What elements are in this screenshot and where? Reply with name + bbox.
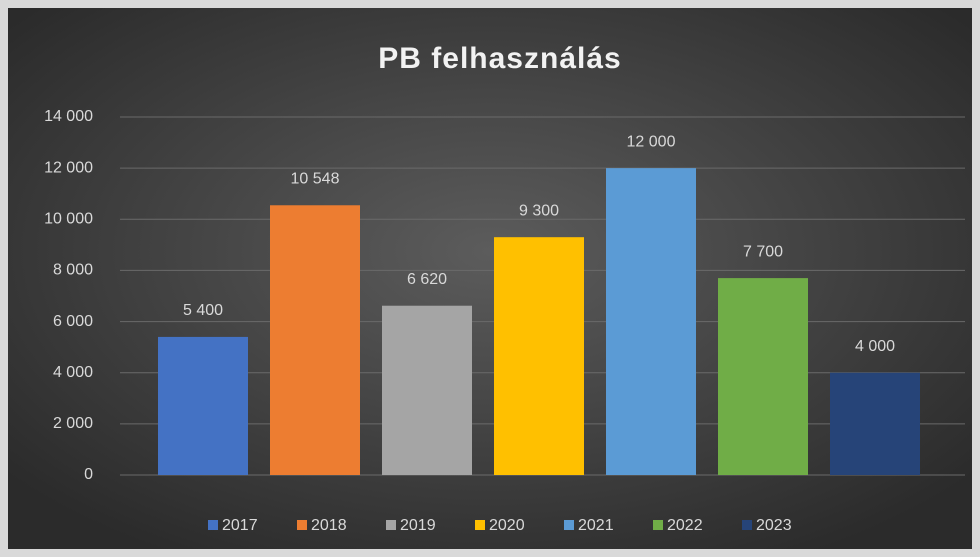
data-label: 9 300: [519, 202, 559, 219]
legend-label: 2019: [400, 517, 436, 534]
bar: [494, 237, 584, 475]
y-tick-label: 2 000: [53, 415, 93, 432]
y-tick-label: 6 000: [53, 313, 93, 330]
data-label: 12 000: [627, 133, 676, 150]
y-tick-label: 12 000: [44, 159, 93, 176]
chart-title: PB felhasználás: [378, 42, 621, 75]
data-label: 6 620: [407, 271, 447, 288]
y-tick-label: 8 000: [53, 262, 93, 279]
legend-label: 2023: [756, 517, 792, 534]
bar: [382, 305, 472, 475]
data-label: 5 400: [183, 302, 223, 319]
data-label: 10 548: [291, 170, 340, 187]
legend-label: 2022: [667, 517, 703, 534]
legend-swatch: [742, 520, 752, 530]
legend-swatch: [297, 520, 307, 530]
legend-swatch: [653, 520, 663, 530]
legend-swatch: [208, 520, 218, 530]
bar: [270, 205, 360, 475]
bar: [830, 372, 920, 475]
y-tick-label: 10 000: [44, 211, 93, 228]
bar: [158, 336, 248, 475]
y-tick-label: 0: [84, 466, 93, 483]
bar: [718, 278, 808, 475]
legend-swatch: [386, 520, 396, 530]
chart-background: [8, 8, 972, 549]
y-tick-label: 14 000: [44, 108, 93, 125]
legend-label: 2017: [222, 517, 258, 534]
legend-label: 2018: [311, 517, 347, 534]
bar: [606, 168, 696, 475]
data-label: 4 000: [855, 338, 895, 355]
y-tick-label: 4 000: [53, 364, 93, 381]
legend-swatch: [564, 520, 574, 530]
data-label: 7 700: [743, 243, 783, 260]
legend-swatch: [475, 520, 485, 530]
legend-label: 2021: [578, 517, 614, 534]
legend-label: 2020: [489, 517, 525, 534]
